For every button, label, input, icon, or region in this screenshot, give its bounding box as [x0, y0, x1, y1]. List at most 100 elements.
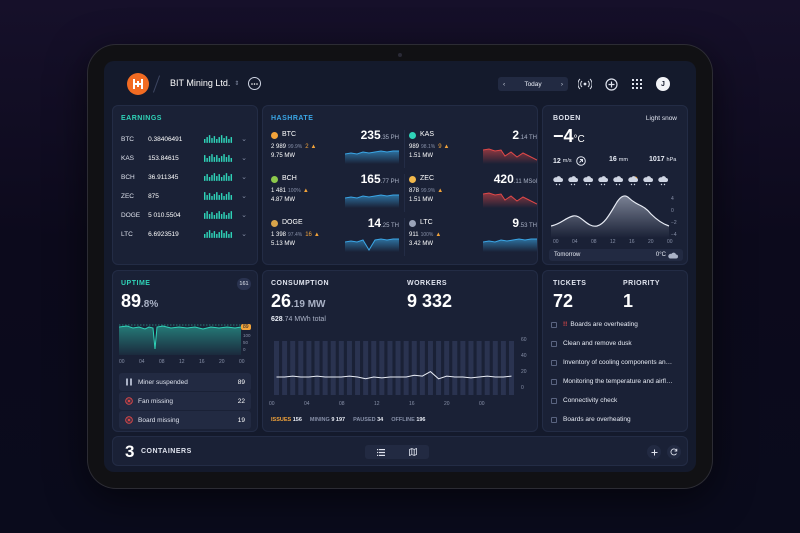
earnings-spark-bar [218, 195, 221, 200]
ticket-checkbox[interactable] [551, 397, 557, 404]
ticket-title: Boards are overheating [563, 416, 631, 423]
hashrate-pct: 100% [288, 188, 301, 194]
broadcast-button[interactable] [577, 76, 593, 92]
ticket-item[interactable]: Monitoring the temperature and airfl… [551, 378, 672, 385]
weather-hour-tick: 00 [553, 239, 559, 245]
chevron-down-icon[interactable]: ⌄ [241, 212, 247, 219]
ticket-item[interactable]: Connectivity check [551, 397, 617, 404]
ticket-checkbox[interactable] [551, 321, 557, 328]
snow-cloud-icon [598, 176, 608, 186]
uptime-x-tick: 20 [219, 359, 225, 365]
status-mining[interactable]: MINING 9 197 [310, 417, 345, 423]
chevron-down-icon[interactable]: ⌄ [241, 231, 247, 238]
consumption-bar [306, 341, 312, 395]
sparkline-line [483, 148, 537, 161]
hashrate-cell-doge[interactable]: DOGE 14.25 TH 1 398 97.4% 16 ▲ 5.13 MW [271, 216, 405, 256]
hashrate-cell-bch[interactable]: BCH 165.77 PH 1 481 100% ▲ 4.87 MW [271, 172, 405, 212]
weather-tomorrow-bar[interactable]: Tomorrow 0°C [549, 249, 683, 261]
earnings-value: 153.84615 [148, 154, 179, 162]
earnings-spark-bar [213, 173, 216, 181]
add-container-button[interactable] [647, 445, 661, 459]
ticket-item[interactable]: Boards are overheating [551, 416, 631, 423]
consumption-bar [330, 341, 336, 395]
app-logo[interactable] [127, 73, 149, 95]
refresh-button[interactable] [667, 445, 681, 459]
chevron-down-icon[interactable]: ⌄ [241, 136, 247, 143]
earnings-row[interactable]: LTC 6.6923519 ⌄ [121, 225, 247, 243]
earnings-spark-bar [225, 231, 228, 238]
status-offline[interactable]: OFFLINE 196 [391, 417, 425, 423]
status-issues[interactable]: ISSUES 156 [271, 417, 302, 423]
uptime-issue-row[interactable]: Fan missing 22 [119, 392, 251, 410]
ticket-item[interactable]: !! Boards are overheating [551, 321, 638, 328]
chevron-down-icon[interactable]: ⌄ [241, 193, 247, 200]
priority-count: 1 [623, 291, 634, 311]
earnings-sparkbar [204, 173, 233, 181]
consumption-chart [274, 341, 514, 395]
earnings-value: 36.911345 [148, 173, 179, 181]
date-label: Today [524, 80, 542, 88]
hashrate-cell-zec[interactable]: ZEC 420.11 MSol 878 99.9% ▲ 1.51 MW [409, 172, 537, 212]
earnings-spark-bar [228, 213, 230, 219]
prev-date-button[interactable]: ‹ [503, 80, 506, 88]
hashrate-sparkline [345, 150, 399, 164]
hashrate-int: 420 [493, 172, 514, 186]
user-avatar[interactable]: J [656, 77, 670, 91]
hashrate-cell-kas[interactable]: KAS 2.14 TH 989 98.1% 9 ▲ 1.51 MW [409, 128, 537, 168]
chevron-down-icon[interactable]: ⌄ [241, 155, 247, 162]
total-int: 628 [271, 316, 283, 323]
earnings-spark-bar [204, 234, 206, 238]
earnings-spark-bar [228, 234, 230, 238]
ticket-item[interactable]: Inventory of cooling components an… [551, 359, 672, 366]
hashrate-cell-ltc[interactable]: LTC 9.53 TH 911 100% ▲ 3.42 MW [409, 216, 537, 256]
map-icon [409, 448, 417, 456]
weather-hour-tick: 16 [629, 239, 635, 245]
earnings-row[interactable]: KAS 153.84615 ⌄ [121, 149, 247, 167]
uptime-issue-row[interactable]: Board missing 19 [119, 411, 251, 429]
ticket-checkbox[interactable] [551, 359, 557, 366]
consumption-x-tick: 00 [479, 401, 485, 407]
earnings-value: 5 010.5504 [148, 211, 181, 219]
chevron-down-icon[interactable]: ⌄ [241, 174, 247, 181]
hashrate-cell-btc[interactable]: BTC 235.35 PH 2 989 99.9% 2 ▲ 9.75 MW [271, 128, 405, 168]
list-view-button[interactable] [377, 448, 385, 456]
status-paused[interactable]: PAUSED 34 [353, 417, 383, 423]
earnings-row[interactable]: BTC 0.38406491 ⌄ [121, 130, 247, 148]
camera [398, 53, 402, 57]
hashrate-coin: KAS [420, 131, 435, 138]
earnings-coin: BTC [121, 135, 134, 143]
ticket-item[interactable]: Clean and remove dusk [551, 340, 632, 347]
earnings-row[interactable]: BCH 36.911345 ⌄ [121, 168, 247, 186]
consumption-value: 26.19 MW [271, 291, 325, 312]
ticket-checkbox[interactable] [551, 416, 557, 423]
earnings-spark-bar [218, 158, 221, 162]
hashrate-pct: 97.4% [288, 232, 303, 238]
earnings-spark-bar [208, 230, 211, 238]
earnings-row[interactable]: DOGE 5 010.5504 ⌄ [121, 206, 247, 224]
more-options-button[interactable] [248, 77, 261, 90]
uptime-issue-label: Board missing [138, 416, 180, 424]
earnings-spark-bar [230, 195, 233, 200]
weather-temperature: −4°C [553, 126, 585, 147]
apps-grid-button[interactable] [629, 76, 645, 92]
add-button[interactable] [603, 76, 619, 92]
coin-dot-icon [271, 220, 278, 227]
ticket-checkbox[interactable] [551, 340, 557, 347]
hashrate-int: 2 [512, 128, 520, 142]
uptime-issue-row[interactable]: Miner suspended 89 [119, 373, 251, 391]
earnings-spark-bar [230, 137, 233, 143]
view-toggle [365, 445, 429, 459]
map-view-button[interactable] [409, 448, 417, 456]
weather-wind: 12 m/s [553, 156, 586, 166]
temp-value: −4 [553, 126, 574, 146]
weather-precip: 16 mm [609, 156, 628, 163]
ticket-checkbox[interactable] [551, 378, 557, 385]
earnings-row[interactable]: ZEC 875 ⌄ [121, 187, 247, 205]
coin-dot-icon [409, 220, 416, 227]
uptime-area [119, 326, 241, 355]
earnings-spark-bar [208, 156, 211, 162]
consumption-bar [322, 341, 328, 395]
earnings-sparkbar [204, 154, 233, 162]
next-date-button[interactable]: › [560, 80, 563, 88]
company-selector[interactable]: BIT Mining Ltd. ⇕ [170, 78, 239, 88]
